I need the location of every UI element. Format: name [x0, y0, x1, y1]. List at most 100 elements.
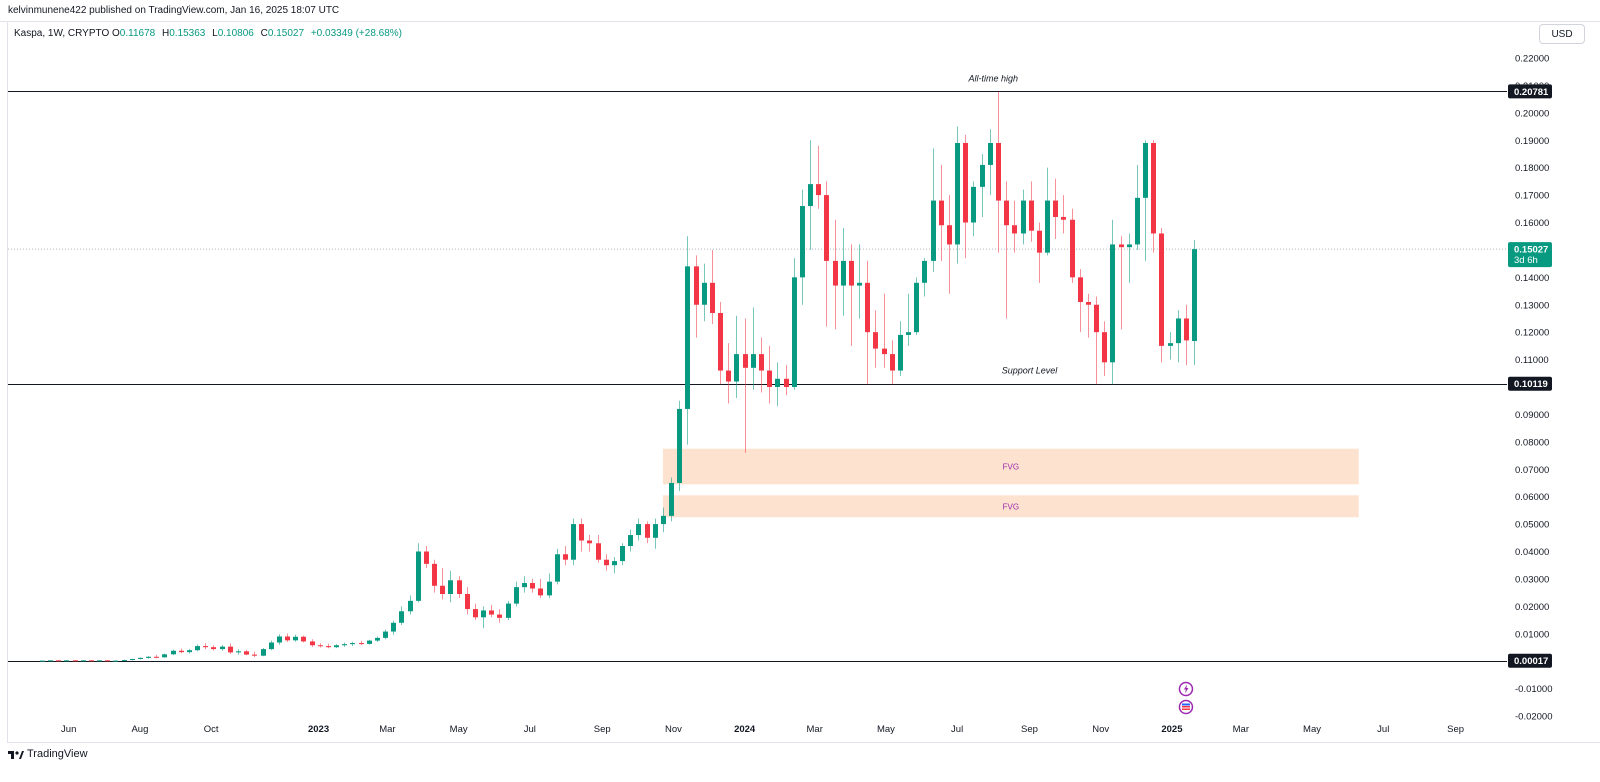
lightning-icon-glyph [1183, 684, 1189, 694]
candle-body [579, 524, 584, 541]
candle-body [653, 524, 658, 538]
candle-body [702, 282, 707, 305]
candle-body [375, 637, 380, 641]
candle-body [775, 378, 780, 387]
candle-body [318, 645, 323, 647]
price-tag-text: 0.00017 [1514, 656, 1548, 667]
candle-body [228, 646, 233, 653]
candle-body [506, 603, 511, 618]
fvg-zone [662, 448, 1359, 485]
tradingview-footer[interactable]: TradingView [8, 746, 88, 762]
candle-body [179, 650, 184, 653]
y-tick-label: 0.06000 [1515, 492, 1549, 503]
x-tick-label: 2024 [734, 724, 756, 735]
candle-body [146, 656, 151, 658]
candle-body [898, 334, 903, 371]
candle-body [236, 651, 241, 653]
candle-body [1012, 225, 1017, 234]
candle-body [489, 610, 494, 615]
published-text: kelvinmunene422 published on TradingView… [8, 5, 340, 16]
candle-body [1045, 200, 1050, 253]
candle-body [1168, 343, 1173, 346]
y-tick-label: 0.14000 [1515, 273, 1549, 284]
y-tick-label: 0.22000 [1515, 54, 1549, 65]
candle-body [301, 636, 306, 642]
x-tick-label: May [877, 724, 895, 735]
change-value: +0.03349 (+28.68%) [310, 28, 403, 39]
tradingview-brand: TradingView [27, 748, 88, 760]
x-tick-label: Jul [951, 724, 963, 735]
candle-body [694, 266, 699, 305]
candle-body [808, 184, 813, 207]
y-tick-label: -0.02000 [1515, 712, 1553, 723]
candle-body [64, 660, 69, 662]
y-tick-label: 0.01000 [1515, 629, 1549, 640]
x-tick-label: Jul [1377, 724, 1389, 735]
candle-body [906, 332, 911, 335]
y-tick-label: 0.07000 [1515, 465, 1549, 476]
candle-body [996, 142, 1001, 201]
x-tick-label: Sep [1021, 724, 1038, 735]
y-tick-label: 0.20000 [1515, 108, 1549, 119]
x-tick-label: 2025 [1161, 724, 1183, 735]
price-tag [1508, 84, 1552, 99]
candle-body [326, 646, 331, 648]
candle-body [1192, 249, 1197, 341]
candle-body [530, 583, 535, 589]
candle-body [465, 593, 470, 610]
candle-body [849, 260, 854, 286]
candle-body [865, 282, 870, 333]
candle-body [931, 200, 936, 261]
candle-body [980, 164, 985, 187]
candle-body [203, 646, 208, 648]
y-tick-label: 0.08000 [1515, 437, 1549, 448]
candle-body [89, 660, 94, 662]
candle-body [963, 142, 968, 223]
candle-body [522, 583, 527, 588]
candle-body [383, 631, 388, 638]
candle-body [628, 535, 633, 547]
candle-body [661, 515, 666, 525]
x-tick-label: Nov [665, 724, 682, 735]
candle-body [857, 282, 862, 286]
candle-body [914, 282, 919, 333]
candle-body [220, 646, 225, 650]
candle-body [97, 660, 102, 662]
us-flag-icon-canton [1181, 703, 1190, 706]
candle-body [448, 580, 453, 594]
candle-body [726, 370, 731, 382]
candle-body [718, 312, 723, 371]
candle-body [833, 260, 838, 286]
high-label: H [161, 28, 170, 39]
candle-body [1078, 277, 1083, 303]
y-tick-label: -0.01000 [1515, 684, 1553, 695]
y-tick-label: 0.18000 [1515, 163, 1549, 174]
candle-body [154, 656, 159, 658]
candle-body [800, 206, 805, 278]
candle-body [1110, 244, 1115, 363]
x-tick-label: May [450, 724, 468, 735]
candle-body [1176, 318, 1181, 344]
candle-body [620, 546, 625, 562]
candle-body [416, 551, 421, 601]
candle-body [547, 581, 552, 596]
countdown-text: 3d 6h [1514, 255, 1538, 266]
candle-body [1004, 200, 1009, 226]
symbol-name[interactable]: Kaspa, 1W, CRYPTO [14, 28, 110, 39]
candle-body [971, 186, 976, 223]
candle-body [81, 660, 86, 662]
candle-body [367, 640, 372, 644]
candle-body [873, 332, 878, 349]
y-tick-label: 0.04000 [1515, 547, 1549, 558]
currency-button[interactable]: USD [1539, 24, 1585, 44]
candle-body [571, 524, 576, 560]
candle-body [563, 554, 568, 560]
publish-info-bar: kelvinmunene422 published on TradingView… [0, 0, 1600, 22]
y-tick-label: 0.09000 [1515, 410, 1549, 421]
candle-body [73, 660, 78, 662]
candle-body [162, 654, 167, 658]
x-tick-label: May [1303, 724, 1321, 735]
candle-body [1119, 244, 1124, 248]
candle-body [1135, 197, 1140, 245]
